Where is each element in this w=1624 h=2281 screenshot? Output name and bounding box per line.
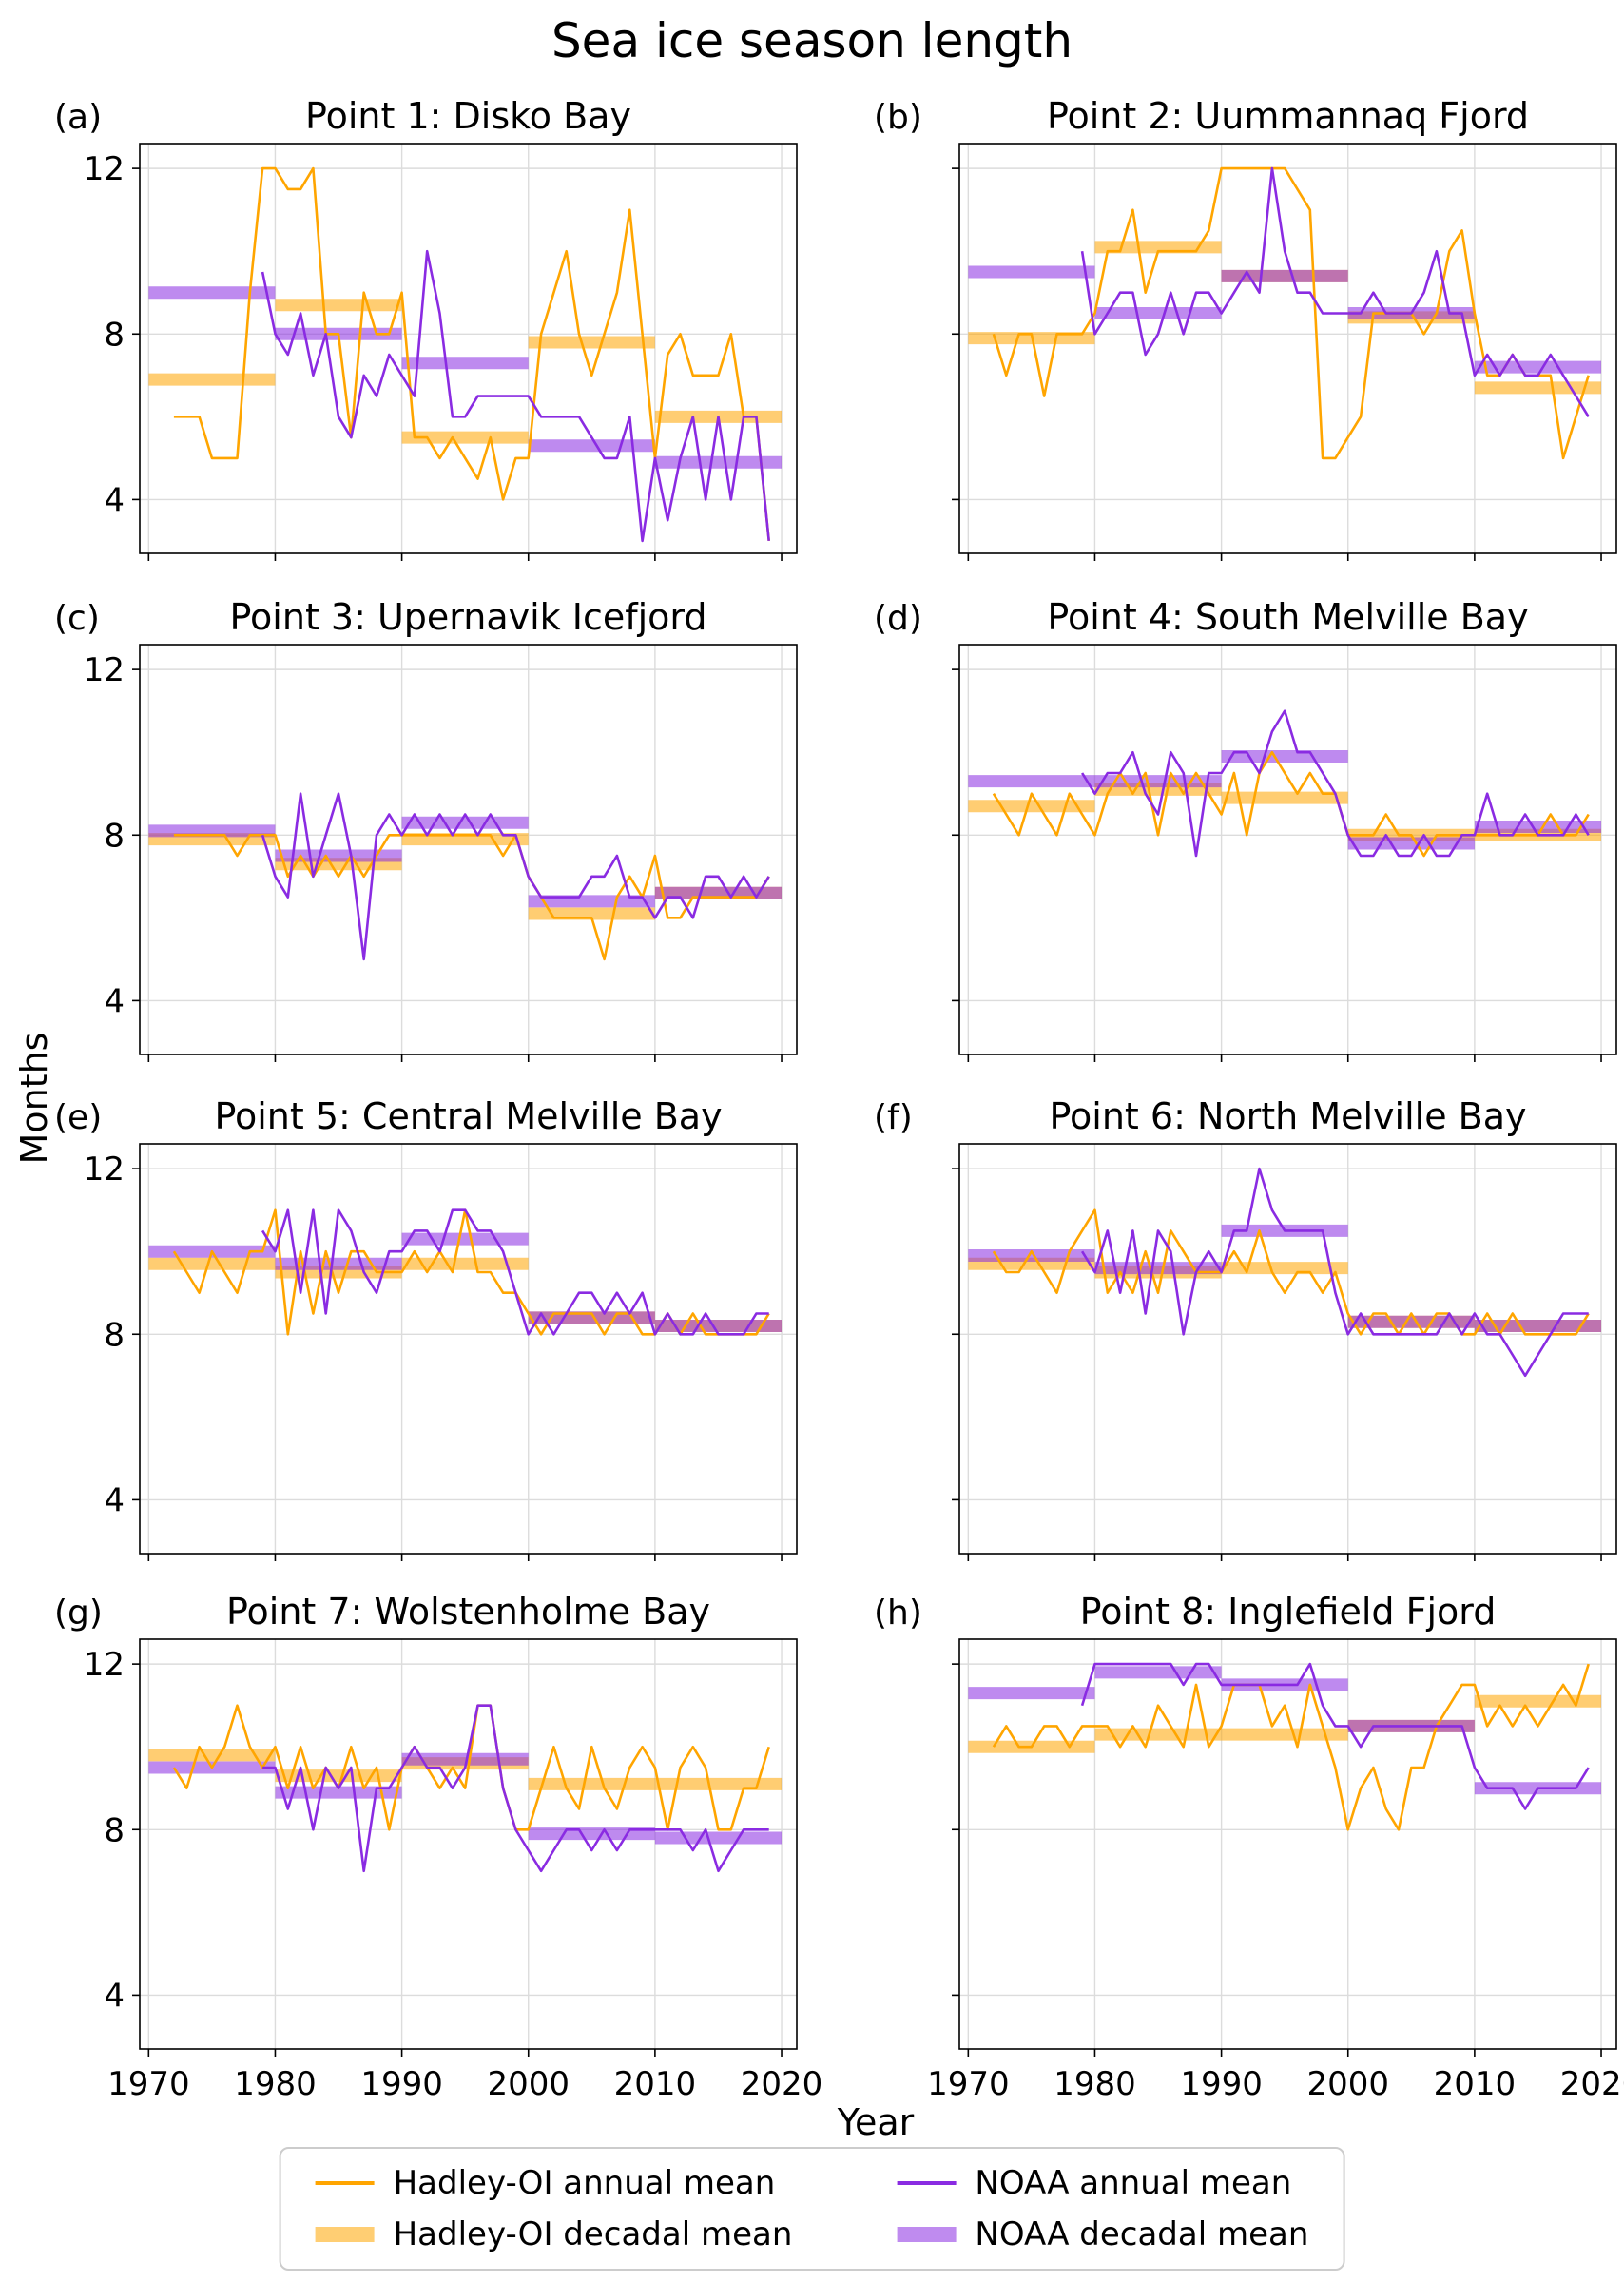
figure-title: Sea ice season length xyxy=(551,13,1073,68)
subplot-title: Point 8: Inglefield Fjord xyxy=(1080,1591,1497,1633)
panel-letter: (a) xyxy=(54,98,102,137)
x-tick-label: 2020 xyxy=(1560,2065,1624,2103)
subplot-title: Point 2: Uummannaq Fjord xyxy=(1047,95,1529,137)
panel-letter: (c) xyxy=(54,599,100,638)
subplot-title: Point 4: South Melville Bay xyxy=(1047,596,1528,638)
axes-frame xyxy=(139,644,798,1055)
x-tick-label: 2020 xyxy=(741,2065,823,2103)
noaa-annual-line-swatch xyxy=(897,2181,957,2185)
panel-letter: (d) xyxy=(874,599,922,638)
subplot: 4 8 12 Point 5: Central Melville Bay (e) xyxy=(54,1095,798,1561)
axes-frame xyxy=(958,644,1617,1055)
y-tick-label: 4 xyxy=(104,481,125,519)
hadley-annual-mean-line xyxy=(173,834,770,961)
axes-frame xyxy=(139,1143,798,1555)
y-tick-label: 12 xyxy=(84,651,125,689)
x-tick-label: 1990 xyxy=(1180,2065,1263,2103)
x-tick-label: 1990 xyxy=(360,2065,443,2103)
subplot: Point 2: Uummannaq Fjord (b) xyxy=(874,95,1617,561)
subplot: 1970 1980 1990 2000 2010 2020 Point 8: Inglefi… xyxy=(874,1591,1624,2103)
hadley-annual-mean-line xyxy=(992,166,1590,460)
hadley-annual-mean-line xyxy=(992,1663,1590,1831)
y-tick-label: 8 xyxy=(104,316,125,354)
x-tick-label: 1980 xyxy=(1054,2065,1136,2103)
y-tick-label: 4 xyxy=(104,1977,125,2015)
subplot: 4 8 12 Point 3: Upernavik Icefjord (c) xyxy=(54,596,798,1062)
x-tick-label: 1970 xyxy=(927,2065,1010,2103)
noaa-annual-mean-line xyxy=(261,249,770,543)
legend-label: NOAA decadal mean xyxy=(975,2215,1309,2253)
panel-letter: (f) xyxy=(874,1098,913,1137)
axes-frame xyxy=(958,1638,1617,2050)
y-tick-label: 12 xyxy=(84,150,125,188)
x-axis-label: Year xyxy=(837,2101,915,2143)
hadley-decadal-bar-swatch xyxy=(315,2227,375,2242)
subplot: Point 4: South Melville Bay (d) xyxy=(874,596,1617,1062)
subplot-canvas: 4 8 12 Point 5: Central Melville Bay (e) xyxy=(54,1095,798,1561)
noaa-annual-mean-line xyxy=(262,1704,769,1873)
panel-letter: (e) xyxy=(54,1098,102,1137)
noaa-annual-mean-line xyxy=(1080,1167,1589,1378)
subplot-canvas: 4 8 12 1970 1980 1990 2000 2010 2020 Point 7: Wol… xyxy=(54,1591,822,2103)
y-tick-label: 8 xyxy=(104,1316,125,1354)
legend-label: NOAA annual mean xyxy=(975,2164,1292,2202)
legend-item-noaa-annual: NOAA annual mean xyxy=(897,2164,1308,2202)
subplot-canvas: 1970 1980 1990 2000 2010 2020 Point 8: Inglefi… xyxy=(874,1591,1624,2103)
noaa-annual-mean-line xyxy=(261,1208,769,1336)
hadley-annual-mean-line xyxy=(172,1208,770,1336)
legend-label: Hadley-OI annual mean xyxy=(393,2164,776,2202)
hadley-annual-mean-line xyxy=(992,750,1590,858)
panel-letter: (g) xyxy=(54,1594,103,1633)
axes-frame xyxy=(958,143,1617,554)
subplot: 4 8 12 1970 1980 1990 2000 2010 2020 Point 7: Wol… xyxy=(54,1591,822,2103)
x-tick-label: 1980 xyxy=(234,2065,317,2103)
subplot-canvas: 4 8 12 Point 3: Upernavik Icefjord (c) xyxy=(54,596,798,1062)
y-tick-label: 12 xyxy=(84,1646,125,1684)
subplot-canvas: 4 8 12 Point 1: Disko Bay (a) xyxy=(54,95,798,561)
y-axis-label: Months xyxy=(13,1032,55,1165)
legend: Hadley-OI annual mean Hadley-OI decadal … xyxy=(279,2147,1345,2271)
subplot-canvas: Point 6: North Melville Bay (f) xyxy=(874,1095,1617,1561)
legend-item-hadley-decadal: Hadley-OI decadal mean xyxy=(315,2215,793,2253)
hadley-annual-mean-line xyxy=(992,1208,1590,1336)
legend-item-noaa-decadal: NOAA decadal mean xyxy=(897,2215,1308,2253)
subplot-title: Point 1: Disko Bay xyxy=(305,95,631,137)
x-tick-label: 1970 xyxy=(107,2065,190,2103)
hadley-annual-mean-line xyxy=(172,1704,770,1831)
panel-letter: (b) xyxy=(874,98,922,137)
subplot-canvas: Point 2: Uummannaq Fjord (b) xyxy=(874,95,1617,561)
x-tick-label: 2010 xyxy=(1434,2065,1517,2103)
y-tick-label: 4 xyxy=(104,1481,125,1519)
x-tick-label: 2000 xyxy=(1306,2065,1389,2103)
subplot-title: Point 7: Wolstenholme Bay xyxy=(226,1591,710,1633)
noaa-annual-mean-line xyxy=(261,792,770,961)
y-tick-label: 4 xyxy=(104,982,125,1020)
subplot-title: Point 5: Central Melville Bay xyxy=(214,1095,722,1137)
noaa-annual-mean-line xyxy=(1080,1662,1590,1810)
panel-letter: (h) xyxy=(874,1594,922,1633)
noaa-annual-mean-line xyxy=(1080,166,1590,417)
axes-frame xyxy=(139,143,798,554)
x-tick-label: 2010 xyxy=(614,2065,697,2103)
hadley-annual-line-swatch xyxy=(315,2181,375,2185)
subplot: 4 8 12 Point 1: Disko Bay (a) xyxy=(54,95,798,561)
noaa-decadal-bar-swatch xyxy=(897,2227,957,2242)
hadley-annual-mean-line xyxy=(173,166,770,542)
subplot-title: Point 3: Upernavik Icefjord xyxy=(230,596,707,638)
subplot: Point 6: North Melville Bay (f) xyxy=(874,1095,1617,1561)
axes-frame xyxy=(958,1143,1617,1555)
subplot-title: Point 6: North Melville Bay xyxy=(1049,1095,1526,1137)
axes-frame xyxy=(139,1638,798,2050)
y-tick-label: 8 xyxy=(104,1811,125,1849)
subplot-canvas: Point 4: South Melville Bay (d) xyxy=(874,596,1617,1062)
x-tick-label: 2000 xyxy=(487,2065,570,2103)
legend-item-hadley-annual: Hadley-OI annual mean xyxy=(315,2164,793,2202)
y-tick-label: 12 xyxy=(84,1150,125,1189)
y-tick-label: 8 xyxy=(104,817,125,855)
noaa-annual-mean-line xyxy=(1080,709,1590,858)
legend-label: Hadley-OI decadal mean xyxy=(393,2215,793,2253)
